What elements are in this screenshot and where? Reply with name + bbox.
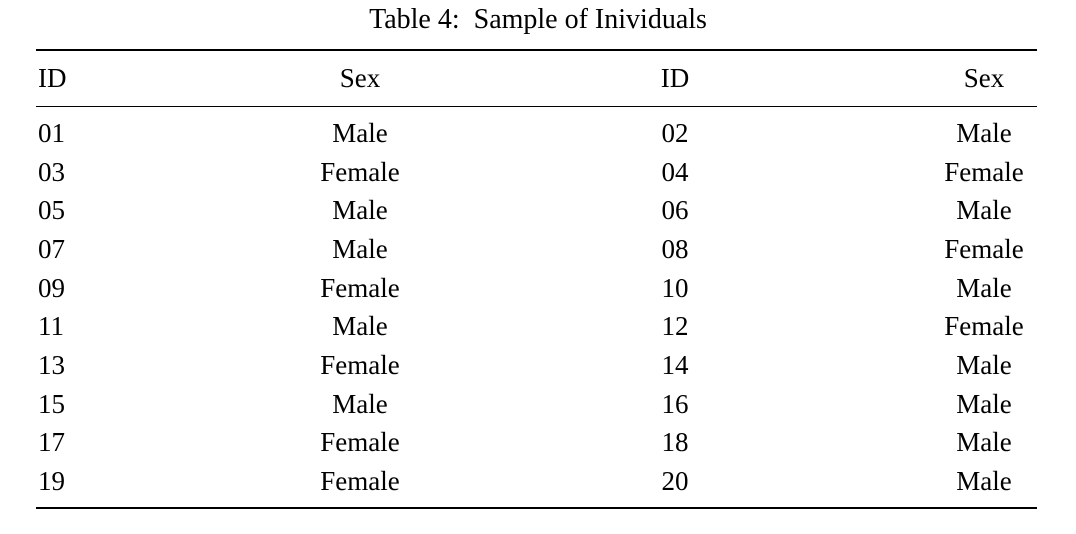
id-cell: 18	[661, 427, 689, 458]
table-caption: Table 4: Sample of Inividuals	[0, 4, 1076, 36]
id-cell: 01	[38, 117, 65, 148]
table-row: 15 Male 16 Male	[36, 385, 1037, 424]
sample-table: ID Sex ID Sex 01 Male 02 Male 03 Female 04 Fema…	[36, 49, 1037, 509]
header-cell-sex-right: Sex	[963, 63, 1005, 93]
id-cell: 11	[38, 311, 64, 342]
id-cell: 08	[661, 233, 689, 264]
sex-cell: Male	[956, 195, 1012, 226]
id-cell: 15	[38, 388, 65, 419]
header-cell-id-right: ID	[660, 63, 690, 93]
table-header-row: ID Sex ID Sex	[36, 51, 1037, 106]
table-row: 03 Female 04 Female	[36, 153, 1037, 192]
id-cell: 04	[661, 156, 689, 187]
table-row: 09 Female 10 Male	[36, 269, 1037, 308]
sex-cell: Male	[956, 272, 1012, 303]
table-row: 13 Female 14 Male	[36, 346, 1037, 385]
sex-cell: Female	[944, 233, 1024, 264]
sex-cell: Male	[332, 117, 388, 148]
sex-cell: Female	[320, 466, 400, 497]
id-cell: 20	[661, 466, 689, 497]
sex-cell: Male	[956, 466, 1012, 497]
id-cell: 06	[661, 195, 689, 226]
sex-cell: Female	[320, 427, 400, 458]
sex-cell: Female	[944, 156, 1024, 187]
sex-cell: Female	[320, 272, 400, 303]
id-cell: 12	[661, 311, 689, 342]
sex-cell: Female	[944, 311, 1024, 342]
table-row: 07 Male 08 Female	[36, 230, 1037, 269]
id-cell: 13	[38, 349, 65, 380]
table-row: 19 Female 20 Male	[36, 462, 1037, 501]
sex-cell: Male	[332, 388, 388, 419]
sex-cell: Female	[320, 349, 400, 380]
sex-cell: Male	[956, 349, 1012, 380]
sex-cell: Male	[956, 427, 1012, 458]
id-cell: 17	[38, 427, 65, 458]
sex-cell: Male	[332, 233, 388, 264]
sex-cell: Male	[332, 195, 388, 226]
table-row: 17 Female 18 Male	[36, 424, 1037, 463]
table-row: 01 Male 02 Male	[36, 114, 1037, 153]
id-cell: 10	[661, 272, 689, 303]
id-cell: 19	[38, 466, 65, 497]
table-top-rule	[36, 49, 1037, 51]
id-cell: 02	[661, 117, 689, 148]
table-bottom-rule	[36, 506, 1037, 509]
sex-cell: Female	[320, 156, 400, 187]
header-cell-id-left: ID	[38, 63, 67, 93]
sex-cell: Male	[956, 117, 1012, 148]
id-cell: 03	[38, 156, 65, 187]
caption-title: Sample of Inividuals	[473, 4, 707, 35]
sex-cell: Male	[332, 311, 388, 342]
id-cell: 09	[38, 272, 65, 303]
header-cell-sex-left: Sex	[339, 63, 381, 93]
id-cell: 07	[38, 233, 65, 264]
id-cell: 16	[661, 388, 689, 419]
caption-label: Table 4:	[369, 4, 460, 35]
table-row: 11 Male 12 Female	[36, 307, 1037, 346]
table-header-rule	[36, 106, 1037, 107]
table-row: 05 Male 06 Male	[36, 191, 1037, 230]
id-cell: 14	[661, 349, 689, 380]
table-body: 01 Male 02 Male 03 Female 04 Female 05 Male 06 Male…	[36, 107, 1037, 507]
sex-cell: Male	[956, 388, 1012, 419]
id-cell: 05	[38, 195, 65, 226]
